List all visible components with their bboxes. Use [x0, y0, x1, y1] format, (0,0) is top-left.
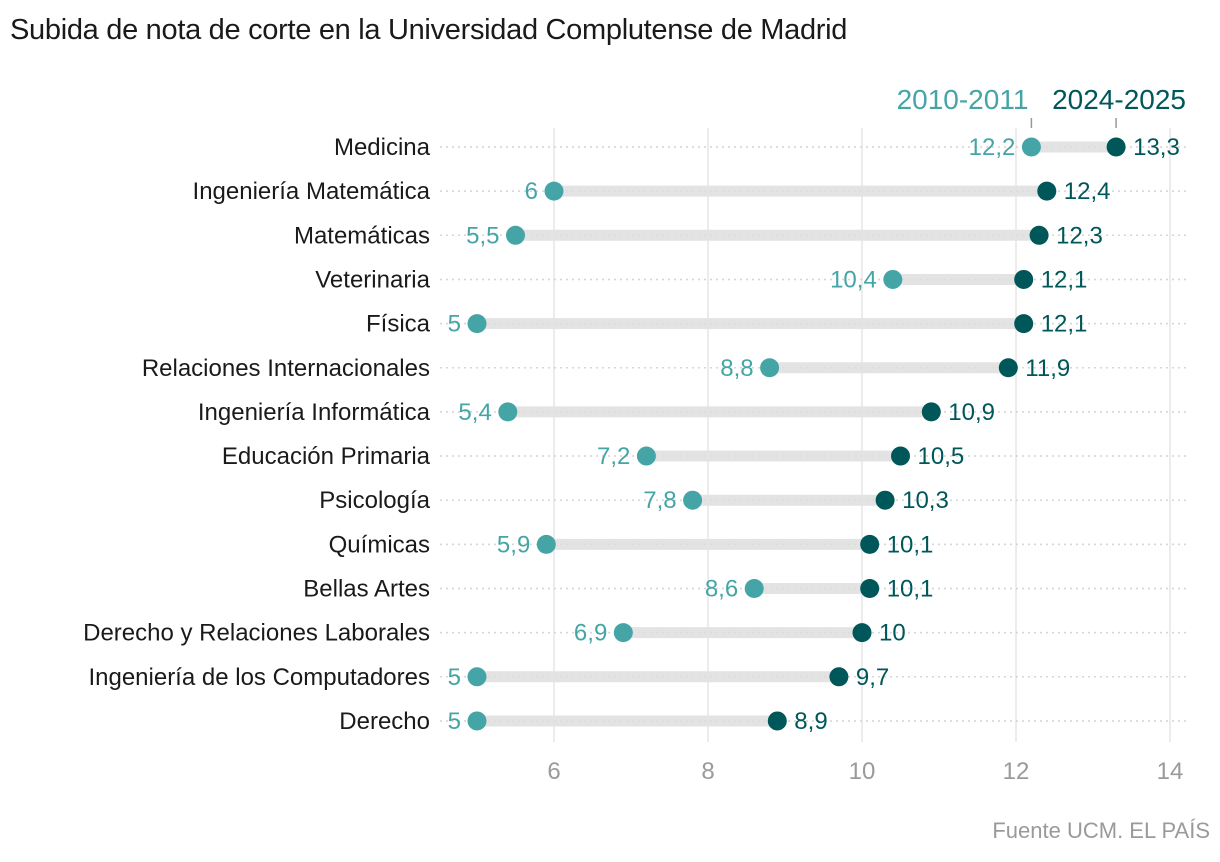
category-label: Derecho [339, 708, 430, 735]
dot-2010-2011 [536, 534, 556, 554]
category-label: Veterinaria [315, 266, 430, 293]
dot-2010-2011 [744, 579, 764, 598]
x-tick-label: 6 [547, 758, 560, 785]
dot-2024-2025 [998, 358, 1018, 378]
dot-2024-2025 [860, 534, 880, 554]
source-note: Fuente UCM. EL PAÍS [992, 818, 1210, 843]
value-label-2024-2025: 10,5 [918, 443, 965, 470]
dot-2024-2025 [1014, 269, 1034, 289]
value-label-2010-2011: 7,2 [597, 443, 630, 470]
dot-2024-2025 [829, 667, 849, 687]
value-label-2010-2011: 5,9 [497, 531, 530, 558]
value-label-2024-2025: 10,9 [948, 399, 995, 426]
value-label-2024-2025: 9,7 [856, 664, 889, 691]
x-tick-label: 8 [701, 758, 714, 785]
value-label-2010-2011: 5,5 [466, 222, 499, 249]
category-label: Derecho y Relaciones Laborales [83, 620, 430, 647]
dot-2024-2025 [1037, 181, 1057, 201]
dot-2024-2025 [1014, 314, 1034, 334]
category-label: Medicina [334, 134, 431, 161]
dot-2010-2011 [498, 402, 518, 422]
dot-2010-2011 [467, 711, 487, 731]
value-label-2024-2025: 12,3 [1056, 222, 1103, 249]
value-label-2010-2011: 5 [448, 311, 461, 338]
dot-2010-2011 [636, 446, 656, 466]
dot-2010-2011 [1021, 137, 1041, 157]
dot-2010-2011 [883, 269, 903, 289]
category-label: Ingeniería Informática [198, 399, 431, 426]
value-label-2010-2011: 6,9 [574, 620, 607, 647]
chart-title: Subida de nota de corte en la Universida… [10, 14, 848, 46]
value-label-2024-2025: 10,1 [887, 576, 934, 603]
x-tick-label: 12 [1003, 758, 1030, 785]
value-label-2024-2025: 8,9 [794, 708, 827, 735]
category-label: Químicas [329, 531, 430, 558]
category-label: Relaciones Internacionales [142, 355, 430, 382]
category-label: Psicología [319, 487, 430, 514]
value-label-2024-2025: 11,9 [1025, 355, 1070, 382]
legend-label-2010-2011: 2010-2011 [897, 84, 1029, 115]
value-label-2010-2011: 5,4 [458, 399, 491, 426]
category-label: Ingeniería Matemática [193, 178, 431, 205]
dot-2010-2011 [544, 181, 564, 201]
x-tick-label: 10 [849, 758, 876, 785]
dot-2010-2011 [467, 314, 487, 334]
value-label-2010-2011: 5 [448, 708, 461, 735]
dot-2010-2011 [506, 225, 525, 245]
category-label: Bellas Artes [303, 576, 430, 603]
category-label: Matemáticas [294, 222, 430, 249]
dot-2010-2011 [760, 358, 780, 378]
dot-2024-2025 [875, 490, 895, 510]
value-label-2010-2011: 7,8 [643, 487, 676, 514]
dot-2024-2025 [852, 623, 872, 643]
value-label-2010-2011: 5 [448, 664, 461, 691]
dot-2024-2025 [1106, 137, 1126, 157]
value-label-2024-2025: 12,4 [1064, 178, 1111, 205]
value-label-2010-2011: 10,4 [830, 266, 877, 293]
dot-2024-2025 [767, 711, 787, 731]
value-label-2024-2025: 10,1 [887, 531, 934, 558]
value-label-2024-2025: 12,1 [1041, 311, 1088, 338]
value-label-2024-2025: 12,1 [1041, 266, 1088, 293]
dot-2010-2011 [613, 623, 633, 643]
value-label-2024-2025: 10 [879, 620, 906, 647]
legend-label-2024-2025: 2024-2025 [1052, 84, 1186, 115]
value-label-2010-2011: 12,2 [969, 134, 1016, 161]
x-tick-label: 14 [1157, 758, 1184, 785]
value-label-2010-2011: 6 [525, 178, 538, 205]
dot-2024-2025 [1029, 225, 1049, 245]
dot-2024-2025 [921, 402, 941, 422]
value-label-2010-2011: 8,6 [705, 576, 738, 603]
dot-2024-2025 [891, 446, 910, 466]
dot-2010-2011 [467, 667, 487, 687]
dot-2024-2025 [860, 579, 880, 598]
value-label-2024-2025: 13,3 [1133, 134, 1180, 161]
category-label: Física [366, 311, 431, 338]
value-label-2024-2025: 10,3 [902, 487, 949, 514]
category-label: Educación Primaria [222, 443, 431, 470]
value-label-2010-2011: 8,8 [720, 355, 753, 382]
category-label: Ingeniería de los Computadores [88, 664, 430, 691]
dot-2010-2011 [683, 490, 703, 510]
